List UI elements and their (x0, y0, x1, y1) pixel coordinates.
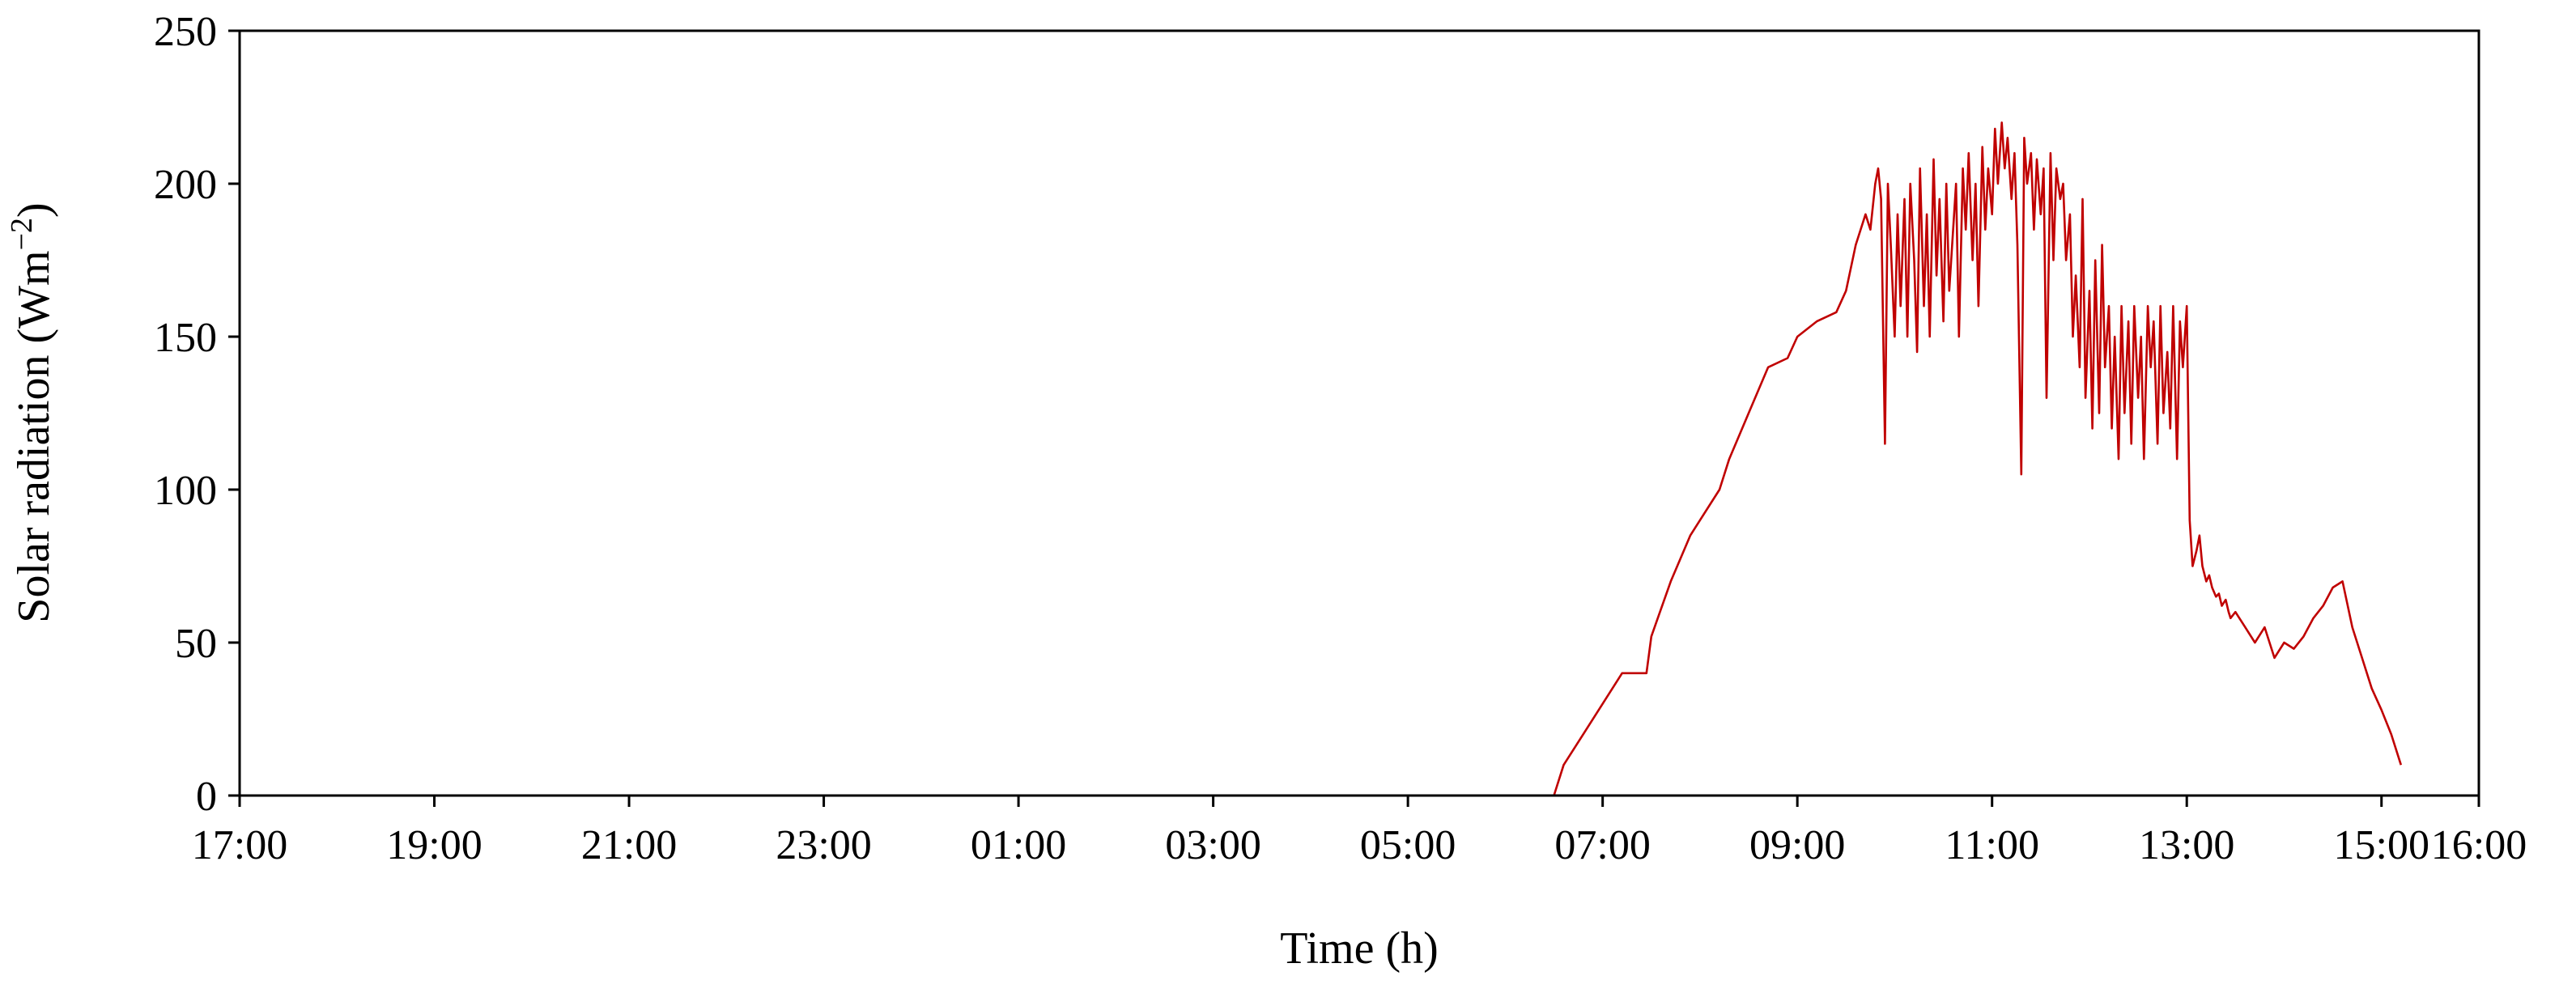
y-tick-label: 50 (175, 621, 217, 667)
x-tick-label: 09:00 (1749, 822, 1845, 868)
y-tick-label: 250 (154, 9, 217, 55)
y-axis-title-superscript: −2 (5, 218, 39, 250)
x-tick-label: 11:00 (1945, 822, 2039, 868)
x-axis-ticks: 17:00 19:00 21:00 23:00 01:00 03:00 05:00 07:00… (192, 796, 2527, 868)
y-tick-label: 200 (154, 162, 217, 208)
y-tick-label: 100 (154, 468, 217, 514)
x-tick-label: 07:00 (1554, 822, 1650, 868)
x-tick-label: 17:00 (192, 822, 287, 868)
y-axis-title-close: ) (9, 202, 59, 218)
x-tick-label: 16:00 (2431, 822, 2527, 868)
y-tick-label: 150 (154, 315, 217, 361)
plot-area-frame (238, 29, 2480, 797)
x-tick-label: 23:00 (776, 822, 871, 868)
x-tick-label: 13:00 (2139, 822, 2234, 868)
x-tick-label: 01:00 (971, 822, 1066, 868)
x-axis-title: Time (h) (1280, 923, 1439, 974)
x-tick-label: 15:00 (2334, 822, 2429, 868)
y-tick-label: 0 (196, 774, 217, 820)
x-tick-label: 21:00 (581, 822, 677, 868)
x-tick-label: 03:00 (1165, 822, 1260, 868)
x-tick-label: 05:00 (1360, 822, 1456, 868)
y-axis-title: Solar radiation (Wm−2) (5, 202, 59, 622)
y-axis-ticks: 0 50 100 150 200 250 (154, 9, 240, 820)
x-tick-label: 19:00 (386, 822, 482, 868)
y-axis-title-main: Solar radiation (Wm (9, 250, 59, 622)
solar-radiation-line (240, 121, 2403, 797)
